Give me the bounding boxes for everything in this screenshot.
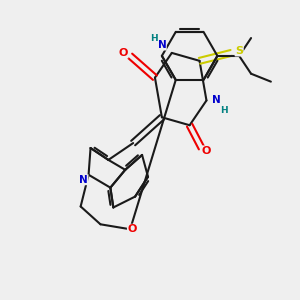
Text: O: O <box>118 48 128 58</box>
Text: H: H <box>150 34 158 43</box>
Text: S: S <box>235 46 243 56</box>
Text: N: N <box>212 95 221 106</box>
Text: O: O <box>128 224 137 234</box>
Text: H: H <box>220 106 228 115</box>
Text: N: N <box>158 40 166 50</box>
Text: O: O <box>202 146 211 156</box>
Text: N: N <box>79 175 88 185</box>
